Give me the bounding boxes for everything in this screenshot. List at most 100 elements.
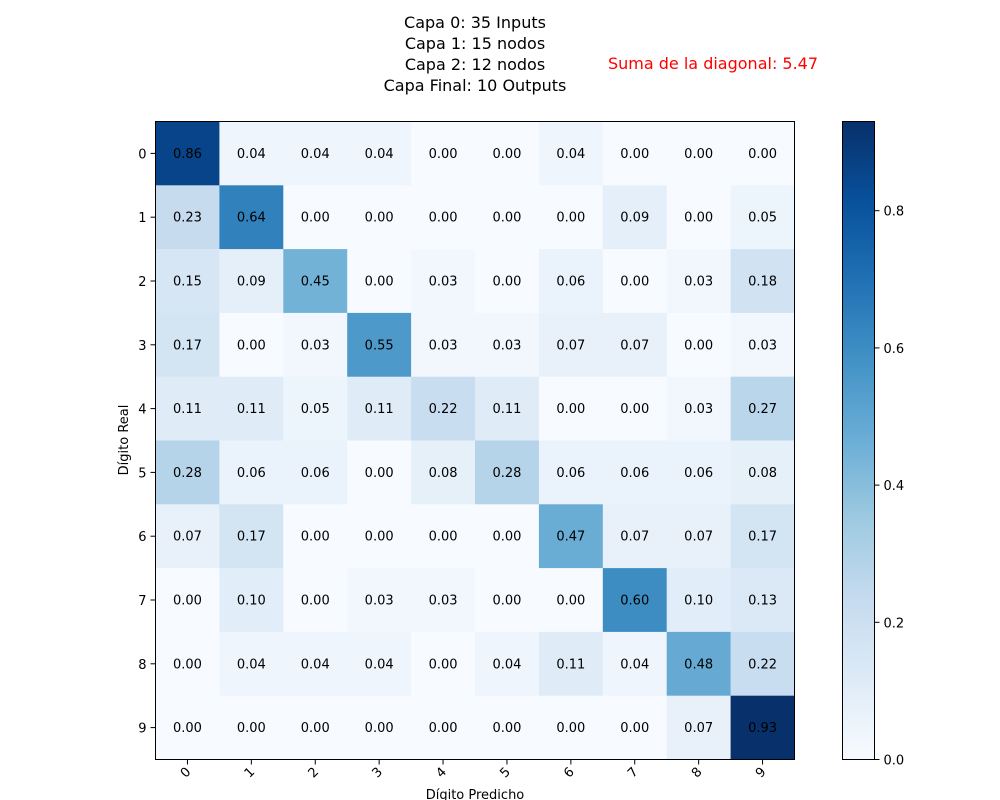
cell-value-label: 0.03 (365, 594, 394, 609)
cell-value-label: 0.00 (620, 275, 649, 290)
colorbar-tick-label: 0.4 (884, 479, 905, 494)
heatmap-cell (411, 504, 476, 569)
cell-value-label: 0.00 (492, 211, 521, 226)
heatmap-cell (475, 631, 540, 696)
heatmap-cell (666, 312, 731, 377)
y-axis-ticks: 0 1 2 3 4 5 6 7 8 9 (138, 147, 156, 737)
cell-value-label: 0.06 (556, 466, 585, 481)
cell-value-label: 0.03 (429, 338, 458, 353)
cell-value-label: 0.03 (429, 275, 458, 290)
cell-value-label: 0.11 (237, 402, 266, 417)
cell-value-label: 0.03 (748, 338, 777, 353)
cell-value-label: 0.00 (556, 594, 585, 609)
title-line-1: Capa 1: 15 nodos (404, 34, 546, 53)
heatmap-cell (538, 504, 604, 569)
cell-value-label: 0.04 (237, 657, 266, 672)
cell-value-label: 0.10 (684, 594, 713, 609)
cell-value-label: 0.00 (173, 721, 202, 736)
cell-value-label: 0.00 (429, 147, 458, 162)
heatmap-cell (538, 631, 604, 696)
cell-value-label: 0.05 (748, 211, 777, 226)
heatmap-cell (538, 695, 604, 760)
heatmap-cells: 0.86 0.04 0.04 0.04 0.00 0.00 0.04 0.00 0.00 0.00… (155, 121, 795, 760)
x-axis-ticks: 0 1 2 3 4 5 6 7 8 9 (178, 759, 769, 781)
heatmap-cell (411, 631, 476, 696)
diagonal-sum-annotation: Suma de la diagonal: 5.47 (608, 54, 819, 73)
heatmap-cell (155, 631, 220, 696)
heatmap-cell (219, 631, 284, 696)
heatmap-cell (155, 249, 220, 314)
colorbar-tick-label: 0.2 (884, 616, 905, 631)
cell-value-label: 0.27 (748, 402, 777, 417)
heatmap-cell (730, 185, 795, 250)
cell-value-label: 0.00 (492, 275, 521, 290)
cell-value-label: 0.00 (492, 530, 521, 545)
cell-value-label: 0.13 (748, 594, 777, 609)
title-line-3: Capa Final: 10 Outputs (383, 76, 567, 95)
cell-value-label: 0.00 (492, 594, 521, 609)
heatmap-cell (283, 440, 348, 505)
cell-value-label: 0.17 (173, 338, 202, 353)
heatmap-cell (602, 504, 667, 569)
heatmap-cell (347, 376, 412, 441)
cell-value-label: 0.06 (684, 466, 713, 481)
x-tick-label: 9 (753, 765, 769, 781)
cell-value-label: 0.04 (301, 657, 330, 672)
heatmap-cell (666, 121, 731, 186)
cell-value-label: 0.00 (556, 211, 585, 226)
heatmap-cell (730, 376, 795, 441)
cell-value-label: 0.00 (684, 338, 713, 353)
heatmap-cell (602, 695, 667, 760)
cell-value-label: 0.00 (173, 657, 202, 672)
heatmap-cell (602, 312, 667, 377)
heatmap-cell (666, 249, 731, 314)
heatmap-cell (538, 568, 604, 633)
cell-value-label: 0.00 (684, 147, 713, 162)
cell-value-label: 0.00 (429, 657, 458, 672)
cell-value-label: 0.00 (748, 147, 777, 162)
heatmap-cell (155, 695, 220, 760)
y-tick-label: 7 (138, 594, 146, 609)
colorbar-ticks: 0.0 0.2 0.4 0.6 0.8 (874, 205, 905, 769)
x-axis-label: Dígito Predicho (426, 788, 525, 800)
x-tick-label: 3 (370, 765, 386, 781)
colorbar-tick-label: 0.0 (884, 754, 905, 769)
heatmap-cell (730, 504, 795, 569)
cell-value-label: 0.04 (556, 147, 585, 162)
heatmap-cell (155, 312, 220, 377)
heatmap-cell (347, 504, 412, 569)
cell-value-label: 0.11 (492, 402, 521, 417)
heatmap-cell (730, 695, 795, 760)
cell-value-label: 0.17 (748, 530, 777, 545)
heatmap-cell (283, 249, 348, 314)
heatmap-cell (538, 440, 604, 505)
heatmap-cell (602, 568, 667, 633)
cell-value-label: 0.28 (492, 466, 521, 481)
cell-value-label: 0.47 (556, 530, 585, 545)
heatmap-cell (411, 249, 476, 314)
cell-value-label: 0.64 (237, 211, 266, 226)
cell-value-label: 0.00 (429, 211, 458, 226)
heatmap-cell (730, 249, 795, 314)
heatmap-cell (283, 121, 348, 186)
y-tick-label: 8 (138, 658, 146, 673)
heatmap-cell (219, 312, 284, 377)
heatmap-cell (538, 312, 604, 377)
title-line-0: Capa 0: 35 Inputs (404, 13, 546, 32)
heatmap-cell (666, 376, 731, 441)
x-tick-label: 0 (178, 765, 194, 781)
heatmap-cell (283, 185, 348, 250)
cell-value-label: 0.04 (365, 657, 394, 672)
heatmap-cell (730, 440, 795, 505)
heatmap-cell (602, 121, 667, 186)
heatmap-cell (155, 568, 220, 633)
cell-value-label: 0.00 (365, 275, 394, 290)
y-tick-label: 0 (138, 147, 146, 162)
cell-value-label: 0.03 (684, 275, 713, 290)
heatmap-cell (666, 695, 731, 760)
cell-value-label: 0.04 (237, 147, 266, 162)
colorbar-tick-label: 0.6 (884, 342, 905, 357)
cell-value-label: 0.28 (173, 466, 202, 481)
heatmap-cell (602, 440, 667, 505)
